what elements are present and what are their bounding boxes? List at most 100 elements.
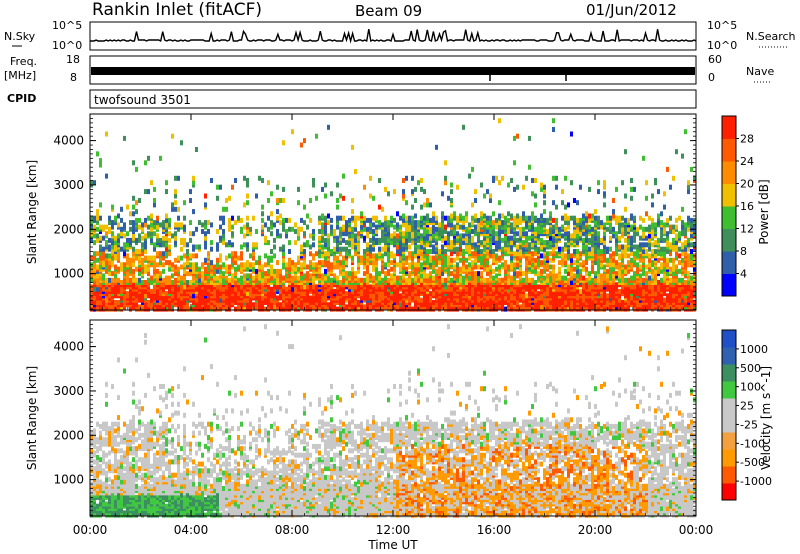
echo-cell xyxy=(486,251,489,257)
echo-cell xyxy=(363,215,366,221)
echo-cell xyxy=(402,306,405,312)
echo-cell xyxy=(402,246,405,252)
echo-cell xyxy=(240,226,243,232)
echo-cell xyxy=(519,215,522,221)
echo-cell xyxy=(462,260,465,266)
echo-cell xyxy=(354,271,357,277)
echo-cell xyxy=(600,255,603,261)
echo-cell xyxy=(417,244,420,250)
echo-cell xyxy=(468,266,471,272)
echo-cell xyxy=(375,224,378,230)
echo-cell xyxy=(447,293,450,299)
echo-cell xyxy=(435,246,438,252)
echo-cell xyxy=(603,264,606,270)
echo-cell xyxy=(138,233,141,239)
echo-cell xyxy=(450,240,453,246)
echo-cell xyxy=(252,262,255,268)
echo-cell xyxy=(396,211,399,217)
echo-cell xyxy=(564,175,567,181)
echo-cell xyxy=(111,282,114,288)
echo-cell xyxy=(132,160,135,166)
echo-cell xyxy=(624,268,627,274)
echo-cell xyxy=(516,271,519,277)
echo-cell xyxy=(129,262,132,268)
echo-cell xyxy=(369,229,372,234)
echo-cell xyxy=(288,217,291,223)
echo-cell xyxy=(528,242,531,248)
echo-cell xyxy=(615,300,618,305)
echo-cell xyxy=(444,160,447,166)
echo-cell xyxy=(303,220,306,226)
echo-cell xyxy=(432,291,435,297)
echo-cell xyxy=(540,253,543,259)
echo-cell xyxy=(255,302,258,308)
echo-cell xyxy=(504,275,507,281)
echo-cell xyxy=(504,295,507,301)
echo-cell xyxy=(465,211,468,217)
echo-cell xyxy=(564,204,567,210)
echo-cell xyxy=(123,293,126,299)
echo-cell xyxy=(462,233,465,239)
echo-cell xyxy=(456,306,459,312)
echo-cell xyxy=(303,204,306,210)
echo-cell xyxy=(159,291,162,297)
echo-cell xyxy=(159,306,162,312)
echo-cell xyxy=(336,255,339,261)
echo-cell xyxy=(300,244,303,250)
echo-cell xyxy=(243,293,246,299)
echo-cell xyxy=(423,291,426,297)
echo-cell xyxy=(411,282,414,288)
echo-cell xyxy=(411,215,414,221)
echo-cell xyxy=(369,304,372,310)
echo-cell xyxy=(291,295,294,301)
echo-cell xyxy=(633,231,636,237)
echo-cell xyxy=(519,220,522,226)
echo-cell xyxy=(528,282,531,288)
echo-cell xyxy=(168,237,171,243)
echo-cell xyxy=(561,257,564,263)
echo-cell xyxy=(390,302,393,308)
echo-cell xyxy=(408,215,411,221)
echo-cell xyxy=(285,217,288,223)
echo-cell xyxy=(120,231,123,237)
echo-cell xyxy=(339,251,342,257)
echo-cell xyxy=(444,224,447,230)
echo-cell xyxy=(480,271,483,277)
echo-cell xyxy=(126,253,129,259)
echo-cell xyxy=(402,262,405,268)
echo-cell xyxy=(621,277,624,283)
echo-cell xyxy=(381,206,384,212)
echo-cell xyxy=(126,242,129,248)
echo-cell xyxy=(441,304,444,310)
echo-cell xyxy=(570,233,573,239)
echo-cell xyxy=(507,302,510,308)
echo-cell xyxy=(324,304,327,310)
echo-cell xyxy=(486,229,489,234)
echo-cell xyxy=(153,202,156,208)
echo-cell xyxy=(291,282,294,288)
echo-cell xyxy=(582,213,585,219)
echo-cell xyxy=(405,237,408,243)
echo-cell xyxy=(282,251,285,257)
echo-cell xyxy=(369,253,372,259)
echo-cell xyxy=(219,235,222,241)
echo-cell xyxy=(174,271,177,277)
echo-cell xyxy=(249,273,252,279)
echo-cell xyxy=(492,268,495,274)
echo-cell xyxy=(612,251,615,257)
echo-cell xyxy=(99,162,102,168)
echo-cell xyxy=(276,198,279,203)
echo-cell xyxy=(183,215,186,221)
echo-cell xyxy=(195,147,198,152)
echo-cell xyxy=(471,229,474,234)
echo-cell xyxy=(615,231,618,237)
echo-cell xyxy=(105,268,108,274)
echo-cell xyxy=(357,262,360,268)
echo-cell xyxy=(585,251,588,257)
echo-cell xyxy=(345,251,348,257)
echo-cell xyxy=(525,262,528,268)
echo-cell xyxy=(420,240,423,246)
echo-cell xyxy=(213,275,216,281)
echo-cell xyxy=(303,231,306,237)
